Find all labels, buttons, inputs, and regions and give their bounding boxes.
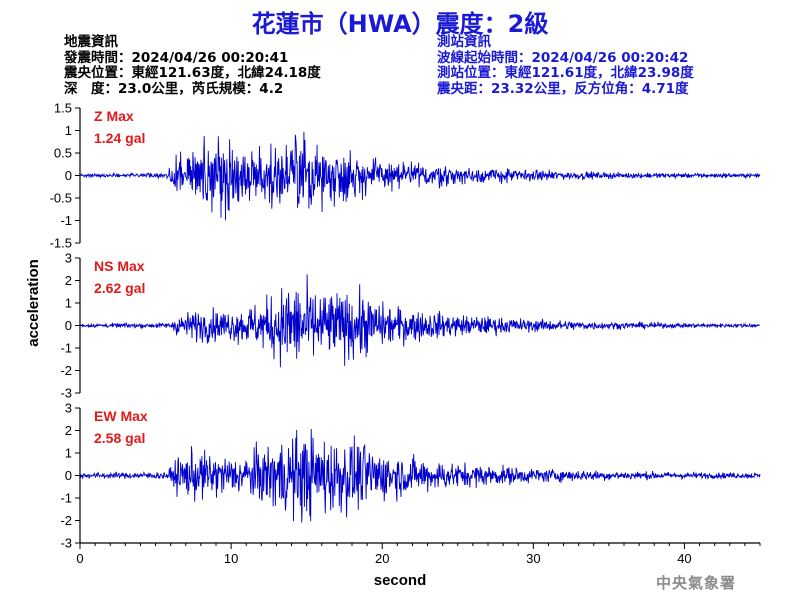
max-label-ew: EW Max <box>94 408 148 424</box>
earthquake-info: 地震資訊 發震時間：2024/04/26 00:20:41 震央位置：東經121.6… <box>64 34 321 97</box>
waveform-trace-ew <box>79 428 761 523</box>
station-info: 測站資訊 波線起始時間：2024/04/26 00:20:42 測站位置：東經121… <box>437 34 694 97</box>
x-axis-title: second <box>374 572 427 589</box>
agency-footer: 中央氣象署 <box>656 574 737 592</box>
x-tick-label: 10 <box>224 551 238 566</box>
origin-time: 發震時間：2024/04/26 00:20:41 <box>64 49 289 66</box>
station-location: 測站位置：東經121.61度，北緯23.98度 <box>437 65 694 81</box>
y-tick-label: -3 <box>60 536 72 551</box>
max-value-z: 1.24 gal <box>94 130 145 146</box>
depth-magnitude: 深 度：23.0公里，芮氏規模：4.2 <box>64 80 284 97</box>
quake-info-heading: 地震資訊 <box>64 34 118 50</box>
y-tick-label: 0 <box>65 468 72 483</box>
y-tick-label: -3 <box>60 386 72 401</box>
x-tick-label: 30 <box>526 551 540 566</box>
y-tick-label: -2 <box>60 363 72 378</box>
y-tick-label: 1 <box>65 123 72 138</box>
y-tick-label: 2 <box>65 273 72 288</box>
epicenter-location: 震央位置：東經121.63度，北緯24.18度 <box>64 65 321 81</box>
y-tick-label: 3 <box>65 251 72 266</box>
y-tick-label: -1 <box>60 341 72 356</box>
max-value-ns: 2.62 gal <box>94 280 145 296</box>
page-title: 花蓮市（HWA）震度：2級 <box>251 10 549 38</box>
x-tick-label: 0 <box>76 551 83 566</box>
y-tick-label: 2 <box>65 423 72 438</box>
y-tick-label: -2 <box>60 513 72 528</box>
x-tick-label: 20 <box>375 551 389 566</box>
max-label-ns: NS Max <box>94 258 145 274</box>
y-tick-label: 3 <box>65 401 72 416</box>
y-tick-label: 0.5 <box>54 146 72 161</box>
waveform-trace-z <box>79 131 761 221</box>
y-tick-label: -1 <box>60 491 72 506</box>
y-tick-label: 1 <box>65 296 72 311</box>
y-tick-label: 1.5 <box>54 101 72 116</box>
y-tick-label: -1.5 <box>50 236 72 251</box>
y-tick-label: -1 <box>60 213 72 228</box>
max-value-ew: 2.58 gal <box>94 430 145 446</box>
epicentral-distance: 震央距：23.32公里，反方位角：4.71度 <box>437 80 689 97</box>
y-tick-label: 1 <box>65 446 72 461</box>
y-tick-label: 0 <box>65 168 72 183</box>
waveform-trace-ns <box>79 274 761 368</box>
max-label-z: Z Max <box>94 108 134 124</box>
y-tick-label: -0.5 <box>50 191 72 206</box>
wave-start-time: 波線起始時間：2024/04/26 00:20:42 <box>437 49 689 66</box>
x-tick-label: 40 <box>677 551 691 566</box>
y-axis-title: acceleration <box>25 259 42 347</box>
station-info-heading: 測站資訊 <box>437 34 491 50</box>
y-tick-label: 0 <box>65 318 72 333</box>
